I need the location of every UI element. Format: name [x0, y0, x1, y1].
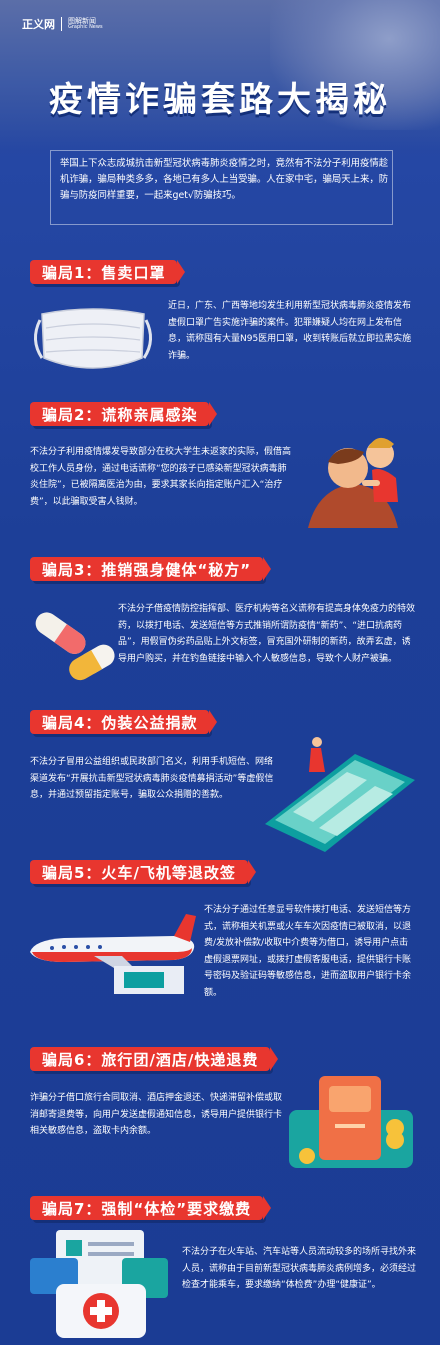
scam-1-title: 骗局1：售卖口罩: [30, 260, 186, 284]
doctor-figure-image: [270, 0, 440, 130]
logo-divider: [61, 17, 62, 31]
scam-5-text: 不法分子通过任意显号软件拨打电话、发送短信等方式，谎称相关机票或火车车次因疫情已…: [204, 905, 412, 998]
scam-1-text: 近日，广东、广西等地均发生利用新型冠状病毒肺炎疫情发布虚假口罩广告实施诈骗的案件…: [168, 301, 412, 361]
scam-2-text: 不法分子利用疫情爆发导致部分在校大学生未返家的实际，假借高校工作人员身份，通过电…: [30, 447, 292, 507]
page-title: 疫情诈骗套路大揭秘: [49, 80, 391, 120]
logo-sub-en: Graphic News: [68, 24, 103, 31]
pill-capsule-icon: [22, 604, 122, 684]
scam-7-text: 不法分子在火车站、汽车站等人员流动较多的场所寻找外来人员，谎称由于目前新型冠状病…: [182, 1247, 417, 1290]
scam-7-title: 骗局7：强制“体检”要求缴费: [30, 1196, 272, 1220]
scam-2-title: 骗局2：谎称亲属感染: [30, 402, 218, 426]
logo-sub-cn: 图解新闻: [68, 16, 96, 25]
bank-card-icon: [285, 1068, 420, 1173]
parent-child-icon: [298, 418, 418, 528]
airplane-icon: [24, 908, 199, 1003]
scam-4-text: 不法分子冒用公益组织或民政部门名义，利用手机短信、网络渠道发布“开展抗击新型冠状…: [30, 757, 274, 800]
scam-6-title: 骗局6：旅行团/酒店/快递退费: [30, 1047, 279, 1071]
smartphone-icon: [255, 732, 420, 857]
intro-text: 举国上下众志成城抗击新型冠状病毒肺炎疫情之时，竟然有不法分子利用疫情趁机诈骗，骗…: [60, 158, 389, 201]
scam-4-title: 骗局4：伪装公益捐款: [30, 710, 218, 734]
logo-sub: 图解新闻 Graphic News: [68, 16, 103, 31]
logo-main: 正义网: [22, 18, 55, 31]
scam-3-text: 不法分子借疫情防控指挥部、医疗机构等名义谎称有提高身体免疫力的特效药，以拨打电话…: [118, 604, 416, 664]
intro-frame: [50, 150, 393, 225]
logo: 正义网 图解新闻 Graphic News: [22, 16, 103, 32]
scam-3-title: 骗局3：推销强身健体“秘方”: [30, 557, 272, 581]
scam-6-text: 诈骗分子借口旅行合同取消、酒店押金退还、快递滞留补偿或取消邮寄退费等，向用户发送…: [30, 1093, 283, 1136]
medical-kit-icon: [26, 1228, 176, 1340]
face-mask-icon: [28, 300, 158, 380]
scam-5-title: 骗局5：火车/飞机等退改签: [30, 860, 256, 884]
